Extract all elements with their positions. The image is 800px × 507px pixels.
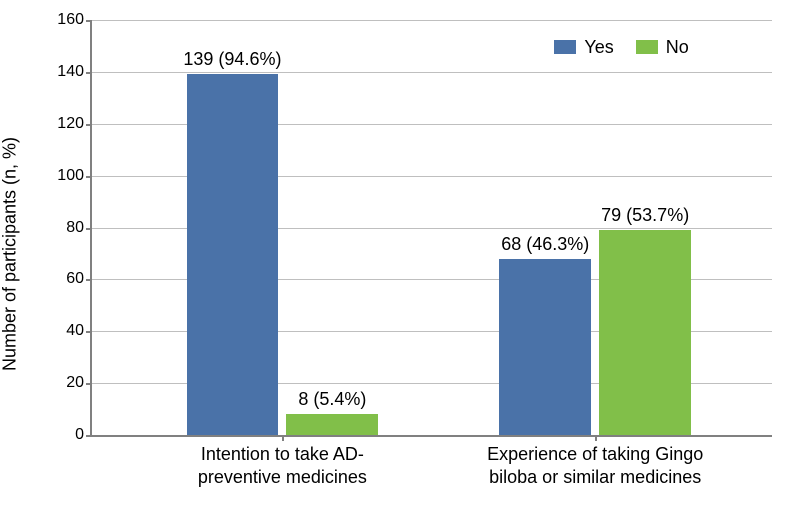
y-axis-label: Number of participants (n, %)	[0, 136, 21, 370]
y-tick-label: 60	[66, 270, 92, 288]
legend-swatch	[636, 40, 658, 54]
legend-label: Yes	[584, 37, 613, 58]
bar-value-label: 8 (5.4%)	[241, 389, 425, 414]
legend-item: Yes	[554, 37, 613, 58]
y-tick-label: 80	[66, 219, 92, 237]
bar-value-label: 79 (53.7%)	[553, 205, 737, 230]
legend: Yes No	[554, 37, 688, 58]
bar: 8 (5.4%)	[286, 414, 378, 435]
y-tick-label: 40	[66, 322, 92, 340]
x-category-label: Experience of taking Gingobiloba or simi…	[446, 435, 745, 488]
bar-value-label: 139 (94.6%)	[141, 49, 325, 74]
legend-swatch	[554, 40, 576, 54]
legend-label: No	[666, 37, 689, 58]
bar: 79 (53.7%)	[599, 230, 691, 435]
y-tick-label: 20	[66, 374, 92, 392]
bar: 68 (46.3%)	[499, 259, 591, 435]
bar-chart: Number of participants (n, %) Yes No 0 20 4…	[0, 0, 800, 507]
plot-area: YesNo 020406080100120140160Intention to …	[90, 20, 772, 437]
y-tick-label: 120	[57, 115, 92, 133]
x-category-label: Intention to take AD-preventive medicine…	[133, 435, 432, 488]
y-tick-label: 0	[75, 426, 92, 444]
grid-line	[92, 20, 772, 21]
y-tick-label: 100	[57, 167, 92, 185]
bar: 139 (94.6%)	[187, 74, 279, 435]
y-tick-label: 160	[57, 11, 92, 29]
y-tick-label: 140	[57, 63, 92, 81]
legend-item: No	[636, 37, 689, 58]
